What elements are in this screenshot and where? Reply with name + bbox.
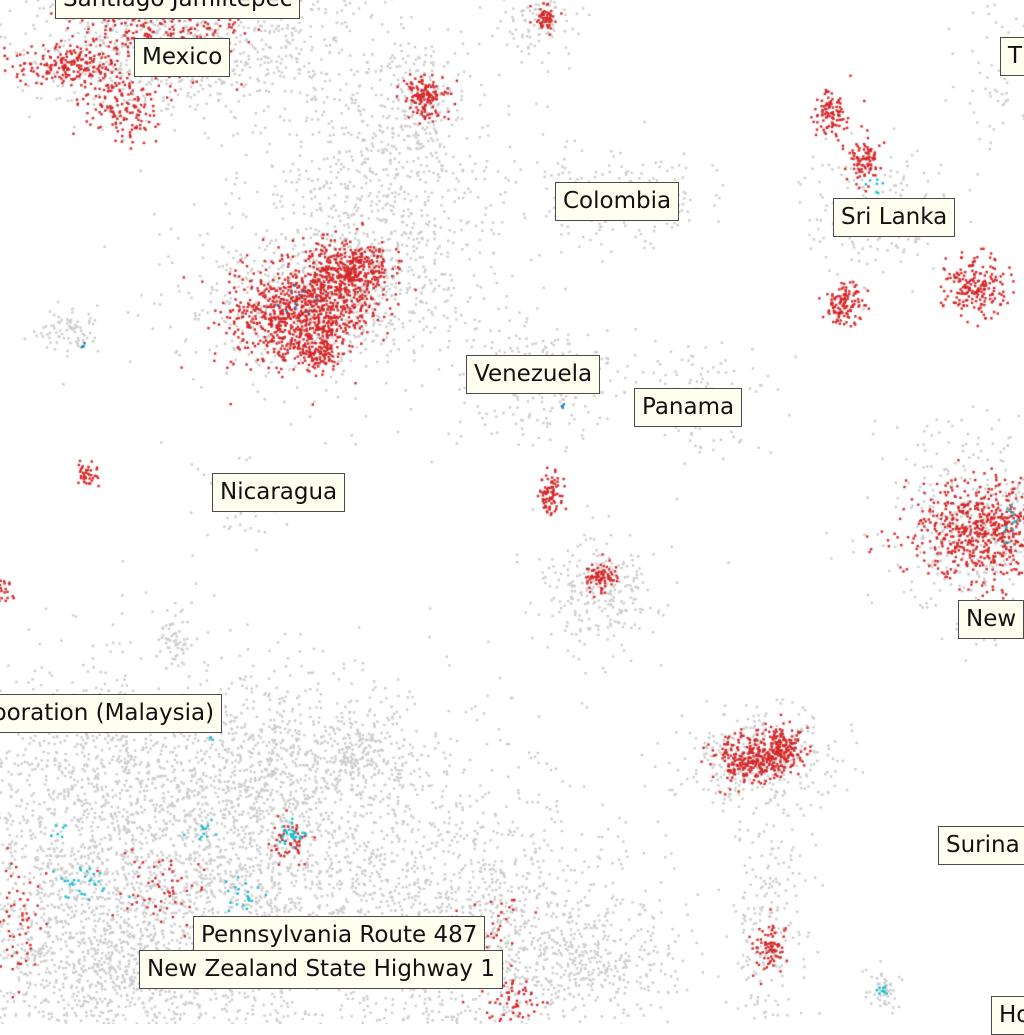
label-panama: Panama (634, 388, 743, 427)
label-nicaragua: Nicaragua (212, 473, 346, 512)
label-venezuela: Venezuela (466, 355, 601, 394)
label-ho-partial: Ho (991, 996, 1024, 1035)
label-pennsylvania-route-487: Pennsylvania Route 487 (193, 916, 486, 955)
label-nz-state-highway-1: New Zealand State Highway 1 (139, 950, 503, 989)
label-malaysia-partial: poration (Malaysia) (0, 694, 223, 733)
label-t-partial: T (1000, 37, 1024, 76)
label-santiago-jamiltepec: Santiago Jamiltepec (55, 0, 301, 19)
label-colombia: Colombia (555, 182, 680, 221)
label-mexico: Mexico (134, 38, 231, 77)
label-new-partial: New (958, 600, 1024, 639)
label-surinam-partial: Surina (938, 826, 1024, 865)
label-sri-lanka: Sri Lanka (833, 198, 956, 237)
